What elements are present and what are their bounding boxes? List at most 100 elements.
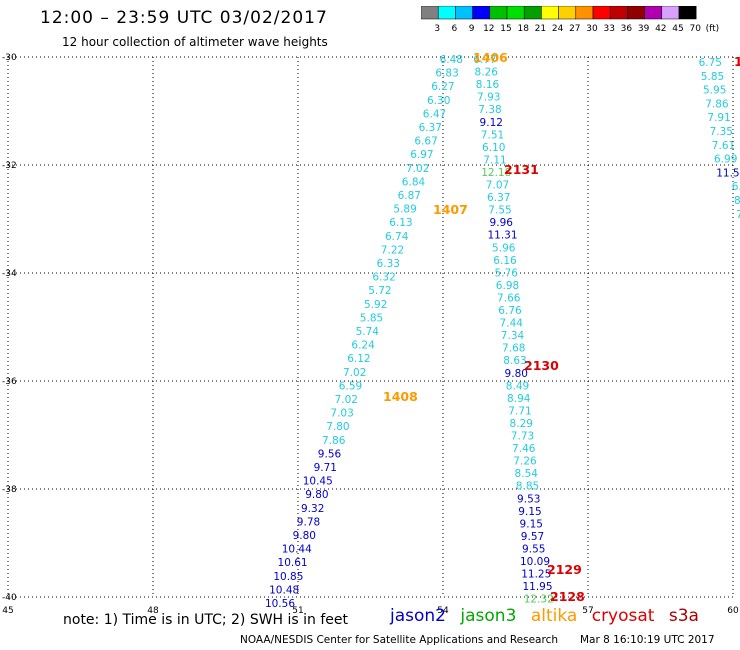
y-tick-label: -34 bbox=[2, 269, 17, 279]
data-label: 9.53 bbox=[517, 493, 540, 505]
data-label: 7.35 bbox=[710, 126, 733, 138]
data-label: 9.71 bbox=[314, 462, 337, 474]
data-label: 6.97 bbox=[410, 149, 433, 161]
data-label: 7.93 bbox=[477, 92, 500, 104]
data-label: 7.11 bbox=[483, 154, 506, 166]
data-label: 6.84 bbox=[402, 176, 426, 188]
time-label: 2131 bbox=[504, 162, 539, 177]
x-tick-label: 54 bbox=[437, 606, 449, 616]
data-label: 6.76 bbox=[498, 305, 522, 317]
time-label: 2130 bbox=[524, 358, 559, 373]
colorbar-label: 36 bbox=[621, 24, 633, 34]
data-label: 6.74 bbox=[385, 231, 409, 243]
colorbar-label: 15 bbox=[500, 24, 511, 34]
data-label: 12.32 bbox=[524, 594, 554, 606]
time-label: 1406 bbox=[473, 50, 508, 65]
colorbar-label: 30 bbox=[586, 24, 598, 34]
data-label: 10.45 bbox=[303, 476, 333, 488]
data-label: 9.56 bbox=[318, 448, 342, 460]
legend-altika: altika bbox=[530, 606, 578, 626]
data-label: 8.29 bbox=[510, 418, 533, 430]
data-label: 7.61 bbox=[712, 140, 735, 152]
legend-cryosat: cryosat bbox=[591, 606, 655, 626]
x-tick-label: 48 bbox=[147, 606, 159, 616]
page-subtitle: 12 hour collection of altimeter wave hei… bbox=[62, 35, 328, 49]
colorbar-label: 3 bbox=[434, 24, 440, 34]
data-label: 7.44 bbox=[500, 318, 524, 330]
data-label: 8. bbox=[734, 195, 740, 207]
data-label: 6.83 bbox=[435, 68, 458, 80]
data-label: 10.61 bbox=[278, 557, 308, 569]
colorbar-label: 9 bbox=[469, 24, 475, 34]
colorbar-label: 12 bbox=[483, 24, 494, 34]
data-label: 8.16 bbox=[476, 79, 500, 91]
data-label: 5.92 bbox=[364, 299, 387, 311]
data-label: 5.85 bbox=[360, 312, 383, 324]
data-label: 8.26 bbox=[475, 67, 499, 79]
data-label: 6.27 bbox=[431, 81, 454, 93]
colorbar-label: 42 bbox=[655, 24, 666, 34]
data-label: 9.80 bbox=[505, 368, 528, 380]
data-label: 7.68 bbox=[502, 343, 525, 355]
data-label: 7.71 bbox=[508, 405, 531, 417]
x-tick-label: 57 bbox=[582, 606, 593, 616]
data-label: 6.98 bbox=[496, 280, 519, 292]
data-label: 10.44 bbox=[282, 544, 312, 556]
data-label: 7.80 bbox=[326, 421, 349, 433]
data-label: 7.07 bbox=[486, 180, 509, 192]
colorbar-legend: 3 6 9 12 15 18 21 24 27 30 33 36 39 42 45 70 (ft) bbox=[421, 6, 720, 34]
data-label: 7.02 bbox=[335, 394, 358, 406]
colorbar-label: 6 bbox=[452, 24, 458, 34]
data-label: 6.77 bbox=[473, 54, 496, 66]
data-label: 12.18 bbox=[481, 167, 511, 179]
data-label: 6.99 bbox=[714, 154, 737, 166]
data-label: 9.55 bbox=[522, 543, 545, 555]
data-label: 5.89 bbox=[393, 204, 416, 216]
data-label: 5.74 bbox=[356, 326, 380, 338]
data-label: 7.03 bbox=[330, 408, 353, 420]
x-tick-label: 45 bbox=[2, 606, 13, 616]
data-label: 9.78 bbox=[297, 516, 320, 528]
footer-timestamp: Mar 8 16:10:19 UTC 2017 bbox=[580, 634, 715, 646]
data-label: 7. bbox=[736, 209, 740, 221]
data-label: 11.95 bbox=[522, 581, 552, 593]
data-label: 11.25 bbox=[521, 569, 551, 581]
colorbar-label: (ft) bbox=[706, 24, 720, 34]
data-label: 6.32 bbox=[372, 272, 395, 284]
data-label: 9.15 bbox=[520, 518, 543, 530]
data-label: 7.46 bbox=[512, 443, 536, 455]
data-label: 9.96 bbox=[490, 217, 514, 229]
colorbar-label: 45 bbox=[672, 24, 683, 34]
data-label: 10.85 bbox=[273, 571, 303, 583]
footer-note: note: 1) Time is in UTC; 2) SWH is in fe… bbox=[63, 612, 349, 628]
page-title: 12:00 – 23:59 UTC 03/02/2017 bbox=[40, 8, 328, 28]
x-tick-label: 60 bbox=[727, 606, 739, 616]
data-label: 7.02 bbox=[343, 367, 366, 379]
data-label: 9.32 bbox=[301, 503, 324, 515]
time-label: 1407 bbox=[433, 202, 468, 217]
colorbar-swatch bbox=[678, 6, 697, 20]
data-label: 5.72 bbox=[368, 285, 391, 297]
data-label: 8.54 bbox=[515, 468, 539, 480]
y-tick-label: -38 bbox=[2, 485, 17, 495]
data-label: 11.5 bbox=[716, 167, 739, 179]
colorbar-label: 39 bbox=[638, 24, 650, 34]
data-label: 5.96 bbox=[492, 242, 516, 254]
colorbar-label: 18 bbox=[517, 24, 529, 34]
data-label: 9.80 bbox=[293, 530, 316, 542]
data-label: 7.51 bbox=[481, 129, 504, 141]
data-label: 7.66 bbox=[497, 292, 521, 304]
data-label: 6.24 bbox=[351, 340, 375, 352]
data-label: 7.86 bbox=[322, 435, 346, 447]
data-label: 7.73 bbox=[511, 431, 534, 443]
legend-jason2: jason2 bbox=[390, 606, 446, 626]
data-label: 6.47 bbox=[423, 108, 446, 120]
data-label: 10.48 bbox=[269, 584, 299, 596]
y-tick-label: -32 bbox=[2, 161, 17, 171]
data-label: 7.34 bbox=[501, 330, 525, 342]
data-label: 7.55 bbox=[488, 205, 511, 217]
data-label: 6.16 bbox=[493, 255, 517, 267]
data-label: 6.12 bbox=[347, 353, 370, 365]
data-label: 9.57 bbox=[521, 531, 544, 543]
x-tick-label: 51 bbox=[292, 606, 303, 616]
